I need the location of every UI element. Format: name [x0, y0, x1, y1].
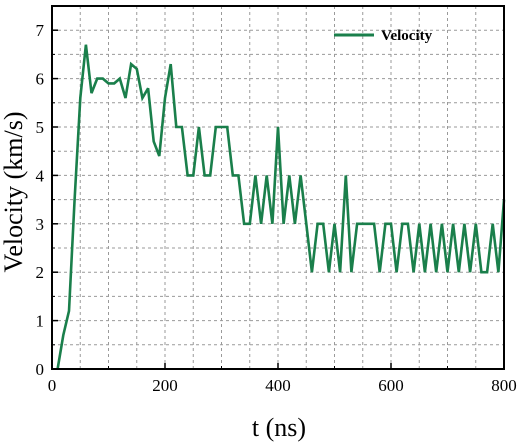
x-tick-label: 400: [265, 376, 291, 395]
y-axis-title: Velocity (km/s): [0, 111, 28, 272]
y-tick-label: 7: [36, 21, 45, 40]
y-tick-label: 5: [36, 118, 45, 137]
x-axis: 0 200 400 600 800: [48, 363, 517, 395]
y-tick-label: 3: [36, 215, 45, 234]
y-tick-label: 6: [36, 70, 45, 89]
y-tick-label: 0: [36, 360, 45, 379]
y-tick-label: 4: [36, 166, 45, 185]
grid: [52, 6, 504, 369]
legend: Velocity: [334, 28, 433, 44]
legend-label-velocity: Velocity: [381, 28, 433, 44]
y-axis: 0 1 2 3 4 5 6 7: [36, 21, 58, 379]
x-tick-label: 600: [378, 376, 404, 395]
x-tick-label: 0: [48, 376, 57, 395]
x-tick-label: 800: [491, 376, 517, 395]
y-tick-label: 1: [36, 312, 45, 331]
series-line-velocity: [56, 44, 506, 370]
series-layer: [56, 44, 506, 370]
x-axis-title: t (ns): [252, 413, 306, 442]
y-tick-label: 2: [36, 263, 45, 282]
x-tick-label: 200: [152, 376, 178, 395]
